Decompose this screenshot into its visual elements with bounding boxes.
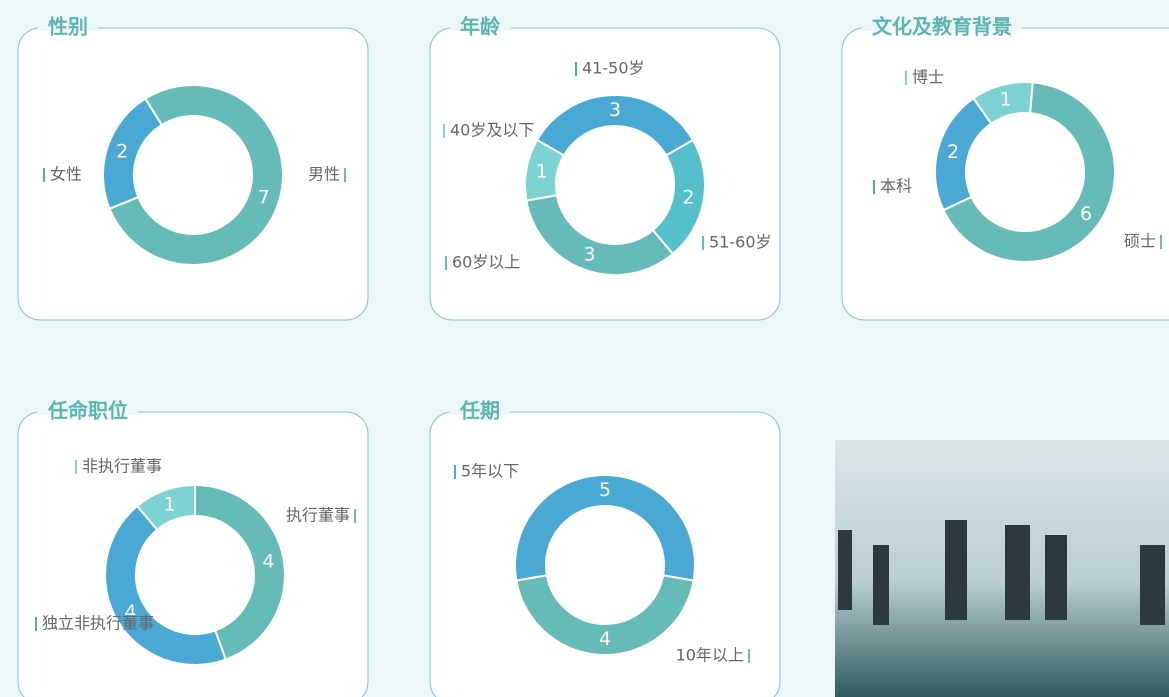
segment-value: 7	[258, 187, 270, 209]
segment-label: 执行董事	[286, 506, 350, 525]
card	[429, 411, 781, 697]
card	[17, 411, 369, 697]
label-marker	[344, 168, 346, 182]
label-marker	[702, 236, 704, 250]
title-bg	[38, 25, 98, 31]
card-title: 年龄	[460, 15, 501, 39]
label-marker	[443, 124, 445, 138]
title-bg	[37, 409, 138, 415]
donut-segment	[524, 138, 566, 202]
segment-label: 本科	[880, 177, 912, 196]
segment-value: 2	[947, 141, 959, 163]
label-marker	[445, 256, 447, 270]
segment-label: 独立非执行董事	[42, 614, 154, 633]
segment-value: 4	[599, 628, 611, 650]
segment-value: 4	[124, 601, 136, 623]
donut-segment	[942, 81, 1116, 263]
segment-label: 41-50岁	[582, 59, 645, 78]
segment-label: 女性	[50, 165, 82, 184]
photo	[835, 440, 1169, 697]
segment-label: 60岁以上	[452, 253, 520, 272]
segment-value: 1	[163, 493, 175, 515]
segment-label: 非执行董事	[82, 457, 162, 476]
card	[17, 27, 369, 321]
donut-segment	[934, 96, 993, 212]
label-marker	[575, 62, 577, 76]
label-marker	[454, 465, 456, 479]
label-marker	[873, 180, 875, 194]
segment-value: 1	[1000, 89, 1012, 111]
label-marker	[354, 509, 356, 523]
title-bg	[862, 25, 1022, 31]
card-title: 文化及教育背景	[872, 15, 1012, 39]
title-bg	[450, 25, 511, 31]
segment-label: 10年以上	[676, 646, 744, 665]
title-bg	[449, 409, 510, 415]
label-marker	[75, 460, 77, 474]
donut-segment	[104, 504, 228, 666]
card-title: 任命职位	[47, 399, 128, 423]
segment-value: 6	[1080, 203, 1092, 225]
segment-label: 5年以下	[461, 462, 519, 481]
segment-value: 4	[262, 551, 274, 573]
segment-value: 3	[583, 244, 595, 266]
donut-segment	[515, 574, 695, 657]
segment-value: 3	[609, 99, 621, 121]
segment-value: 1	[536, 161, 548, 183]
donut-segment	[102, 97, 164, 211]
segment-label: 男性	[308, 165, 340, 184]
label-marker	[905, 71, 907, 85]
donut-segment	[514, 474, 696, 582]
card	[429, 27, 781, 321]
card	[841, 27, 1169, 321]
segment-label: 40岁及以下	[450, 121, 534, 140]
segment-label: 硕士	[1124, 232, 1156, 251]
card-title: 性别	[48, 15, 88, 39]
segment-value: 2	[116, 140, 128, 162]
donut-segment	[194, 483, 286, 661]
donut-segment	[108, 84, 284, 266]
segment-value: 5	[599, 479, 611, 501]
label-marker	[1160, 235, 1162, 249]
label-marker	[43, 168, 45, 182]
segment-label: 51-60岁	[709, 233, 772, 252]
card-title: 任期	[459, 399, 500, 423]
label-marker	[748, 649, 750, 663]
segment-label: 博士	[912, 68, 944, 87]
photo-figures	[838, 520, 1165, 625]
segment-value: 2	[682, 186, 694, 208]
label-marker	[35, 617, 37, 631]
